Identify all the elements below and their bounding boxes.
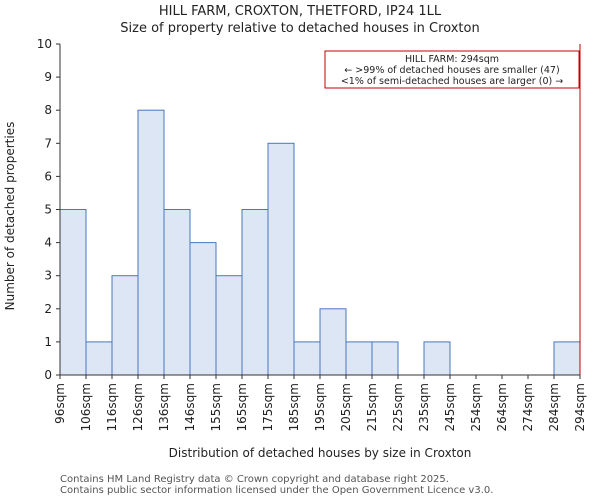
bar-195sqm — [319, 308, 347, 376]
x-tick-label: 205sqm — [339, 383, 353, 431]
y-tick-label: 2 — [44, 302, 52, 316]
x-tick-label: 126sqm — [131, 383, 145, 431]
annotation-line-2: ← >99% of detached houses are smaller (4… — [344, 65, 559, 76]
y-tick-label: 9 — [44, 70, 52, 84]
x-tick-label: 195sqm — [313, 383, 327, 431]
bar-284sqm — [553, 341, 581, 376]
x-tick-label: 146sqm — [183, 383, 197, 431]
x-tick-label: 165sqm — [235, 383, 249, 431]
footer-copyright: Contains HM Land Registry data © Crown c… — [60, 474, 449, 485]
bar-106sqm — [85, 341, 113, 376]
x-tick-label: 215sqm — [365, 383, 379, 431]
x-tick-label: 175sqm — [261, 383, 275, 431]
footer-licence: Contains public sector information licen… — [60, 485, 494, 496]
annotation-frame — [324, 50, 580, 89]
bar-205sqm — [345, 341, 373, 376]
bar-185sqm — [293, 341, 321, 376]
bar-126sqm — [137, 109, 165, 376]
y-tick-label: 0 — [44, 368, 52, 382]
x-tick-label: 235sqm — [417, 383, 431, 431]
y-tick-label: 3 — [44, 269, 52, 283]
bar-215sqm — [371, 341, 399, 376]
x-tick-label: 284sqm — [547, 383, 561, 431]
y-tick-label: 8 — [44, 103, 52, 117]
x-tick-label: 155sqm — [209, 383, 223, 431]
x-tick-label: 96sqm — [53, 383, 67, 424]
y-tick-label: 6 — [44, 169, 52, 183]
bar-96sqm — [59, 209, 87, 376]
y-tick-label: 1 — [44, 335, 52, 349]
x-tick-label: 294sqm — [573, 383, 587, 431]
x-axis-label: Distribution of detached houses by size … — [169, 446, 472, 460]
x-tick-label: 225sqm — [391, 383, 405, 431]
y-tick-label: 10 — [37, 37, 52, 51]
x-tick-label: 106sqm — [79, 383, 93, 431]
bar-136sqm — [163, 209, 191, 376]
x-tick-label: 136sqm — [157, 383, 171, 431]
x-tick-label: 264sqm — [495, 383, 509, 431]
bar-165sqm — [241, 209, 269, 376]
bar-155sqm — [215, 275, 243, 376]
bar-235sqm — [423, 341, 451, 376]
annotation-line-3: <1% of semi-detached houses are larger (… — [341, 76, 563, 87]
y-axis-label: Number of detached properties — [3, 122, 17, 311]
x-tick-label: 254sqm — [469, 383, 483, 431]
y-tick-label: 4 — [44, 236, 52, 250]
y-tick-label: 5 — [44, 203, 52, 217]
y-ticks-group: 0 1 2 3 4 5 6 7 8 9 10 — [37, 37, 60, 382]
y-tick-label: 7 — [44, 136, 52, 150]
annotation-line-1: HILL FARM: 294sqm — [405, 54, 499, 65]
bars-group — [59, 109, 581, 376]
bar-116sqm — [111, 275, 139, 376]
x-tick-label: 274sqm — [521, 383, 535, 431]
x-tick-label: 185sqm — [287, 383, 301, 431]
x-ticks-group: 96sqm 106sqm 116sqm 126sqm 136sqm 146sqm 155sq… — [53, 375, 587, 431]
annotation-box: HILL FARM: 294sqm← >99% of detached hous… — [324, 50, 580, 89]
x-tick-label: 116sqm — [105, 383, 119, 431]
bar-175sqm — [267, 142, 295, 376]
x-tick-label: 245sqm — [443, 383, 457, 431]
bar-146sqm — [189, 242, 217, 376]
chart-title: HILL FARM, CROXTON, THETFORD, IP24 1LL — [158, 4, 442, 19]
chart-subtitle: Size of property relative to detached ho… — [120, 21, 480, 36]
